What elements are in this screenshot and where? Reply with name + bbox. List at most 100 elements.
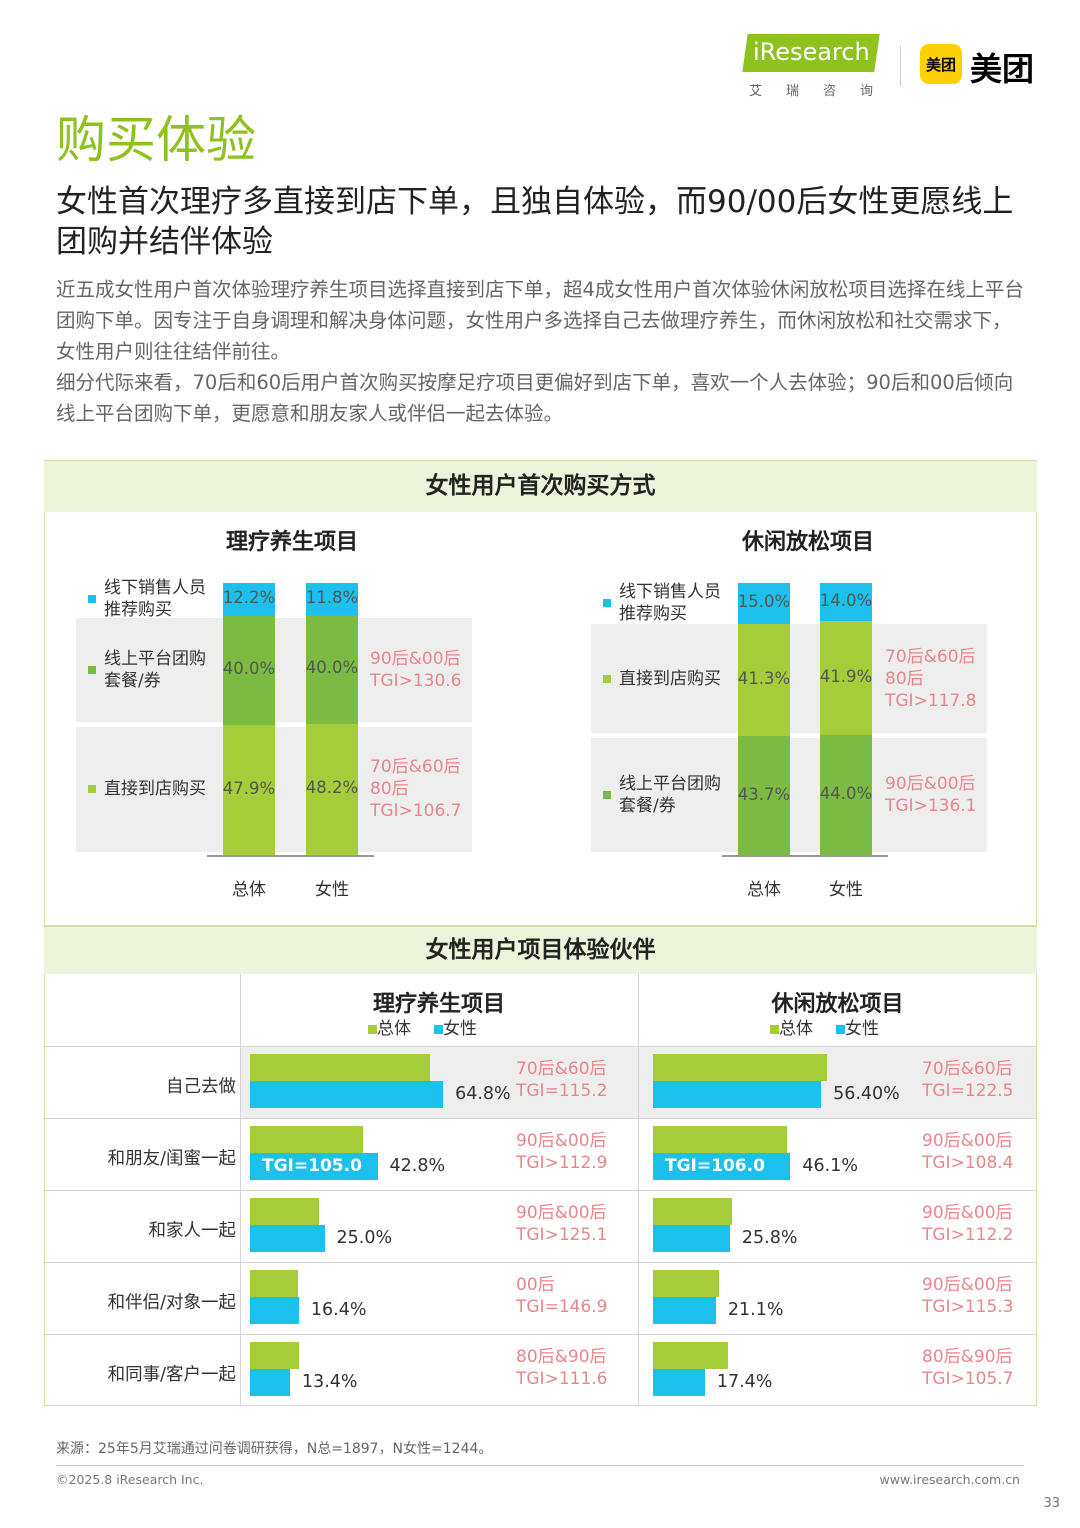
- bar-female: [653, 1369, 705, 1396]
- tgi-line: TGI>112.9: [516, 1153, 608, 1173]
- table-header-leisure: 休闲放松项目: [771, 992, 904, 1017]
- source-note: 来源：25年5月艾瑞通过问卷调研获得，N总=1897，N女性=1244。: [56, 1441, 493, 1457]
- tgi-line: 90后&00后: [516, 1203, 607, 1223]
- intro-paragraph-2: 细分代际来看，70后和60后用户首次购买按摩足疗项目更偏好到店下单，喜欢一个人去…: [56, 371, 1014, 425]
- intro-paragraph-1: 近五成女性用户首次体验理疗养生项目选择直接到店下单，超4成女性用户首次体验休闲放…: [56, 278, 1024, 363]
- legend-line: 套餐/券: [619, 796, 676, 817]
- legend-total: 总体: [368, 1018, 411, 1040]
- row-label: 和伴侣/对象一起: [107, 1293, 236, 1313]
- legend-swatch: [88, 785, 96, 794]
- bar-total: [250, 1126, 364, 1153]
- x-tick-label: 总体: [747, 880, 781, 900]
- tgi-annotation: 80后&90后 TGI>111.6: [516, 1346, 607, 1390]
- tgi-line: TGI>108.4: [922, 1153, 1014, 1173]
- iresearch-logo-text: iResearch: [753, 38, 870, 66]
- data-label: 42.8%: [389, 1156, 446, 1176]
- legend-line: 推荐购买: [619, 604, 687, 625]
- bar-total: [653, 1198, 732, 1225]
- tgi-line: 90后&00后: [922, 1203, 1013, 1223]
- legend-total-label: 总体: [377, 1019, 411, 1039]
- bar-inner-label: TGI=105.0: [262, 1156, 362, 1176]
- bar-female: [250, 1225, 325, 1252]
- row-divider: [44, 1118, 1037, 1119]
- bar-total: [653, 1126, 788, 1153]
- bar-segment: [820, 621, 872, 736]
- legend-label: 线上平台团购 套餐/券: [619, 773, 721, 817]
- legend-female-label: 女性: [443, 1019, 477, 1039]
- legend-swatch: [88, 595, 96, 604]
- tgi-annotation: 80后&90后 TGI>105.7: [922, 1346, 1013, 1390]
- logo-divider: [900, 46, 901, 86]
- tgi-line: 70后&60后: [370, 757, 461, 778]
- tgi-annotation: 90后&00后 TGI>112.9: [516, 1130, 607, 1174]
- row-label: 自己去做: [166, 1077, 236, 1097]
- bar-segment: [223, 582, 275, 616]
- tgi-line: TGI>125.1: [516, 1225, 608, 1245]
- data-label: 56.40%: [833, 1084, 900, 1104]
- website: www.iresearch.com.cn: [879, 1472, 1021, 1487]
- legend-swatch: [603, 674, 611, 683]
- bar-segment: [738, 583, 790, 624]
- tgi-line: TGI>111.6: [516, 1369, 608, 1389]
- tgi-line: 70后&60后: [922, 1059, 1013, 1079]
- tgi-annotation: 70后&60后 80后 TGI>117.8: [885, 646, 976, 712]
- table-header-therapy: 理疗养生项目: [372, 992, 505, 1017]
- chart-title: 理疗养生项目: [225, 530, 358, 555]
- legend-total: 总体: [770, 1018, 813, 1040]
- tgi-annotation: 90后&00后 TGI>108.4: [922, 1130, 1013, 1174]
- legend-female: 女性: [434, 1018, 477, 1040]
- section2-panel: [44, 926, 1037, 1406]
- tgi-annotation: 70后&60后 TGI=122.5: [922, 1058, 1013, 1102]
- page-title: 购买体验: [56, 111, 256, 169]
- data-label: 40.0%: [305, 658, 359, 678]
- bar-segment: [820, 583, 872, 622]
- tgi-annotation: 70后&60后 TGI=115.2: [516, 1058, 607, 1102]
- iresearch-logo-subtitle: 艾瑞咨询: [749, 84, 898, 99]
- tgi-line: TGI>106.7: [370, 801, 462, 822]
- tgi-annotation: 70后&60后 80后 TGI>106.7: [370, 756, 461, 822]
- bar-segment: [223, 615, 275, 725]
- tgi-annotation: 90后&00后 TGI>115.3: [922, 1274, 1013, 1318]
- tgi-line: 90后&00后: [922, 1131, 1013, 1151]
- tgi-line: 80后: [370, 779, 409, 800]
- headline: 女性首次理疗多直接到店下单，且独自体验，而90/00后女性更愿线上团购并结伴体验: [56, 184, 1014, 260]
- bar-segment: [223, 724, 275, 855]
- data-label: 48.2%: [305, 778, 359, 798]
- legend-female: 女性: [836, 1018, 879, 1040]
- meituan-logo-badge: 美团: [920, 44, 962, 84]
- bar-total: [653, 1342, 728, 1369]
- data-label: 13.4%: [301, 1372, 358, 1392]
- legend-line: 推荐购买: [104, 600, 172, 621]
- legend-swatch: [603, 791, 611, 800]
- tgi-line: 90后&00后: [885, 774, 976, 795]
- legend-line: 直接到店购买: [619, 668, 721, 689]
- data-label: 40.0%: [222, 659, 276, 679]
- data-label: 25.0%: [336, 1228, 393, 1248]
- row-label: 和朋友/闺蜜一起: [107, 1149, 236, 1169]
- legend-line: 套餐/券: [104, 670, 161, 691]
- data-label: 12.2%: [222, 588, 276, 608]
- x-tick-label: 总体: [232, 880, 266, 900]
- bar-segment: [306, 583, 358, 616]
- legend-total-label: 总体: [779, 1019, 813, 1039]
- tgi-line: TGI>115.3: [922, 1297, 1014, 1317]
- data-label: 41.3%: [737, 668, 791, 688]
- chart-title: 休闲放松项目: [741, 530, 874, 555]
- data-label: 46.1%: [802, 1156, 858, 1176]
- tgi-line: TGI>130.6: [370, 670, 462, 691]
- bar-total: [250, 1054, 431, 1081]
- meituan-logo-text: 美团: [970, 50, 1035, 88]
- tgi-line: 80后: [885, 668, 924, 689]
- tgi-line: 80后&90后: [922, 1347, 1013, 1367]
- bar-total: [653, 1270, 719, 1297]
- legend-female-label: 女性: [845, 1019, 879, 1039]
- bar-female: [250, 1369, 290, 1396]
- legend-line: 线上平台团购: [104, 648, 206, 669]
- tgi-annotation: 90后&00后 TGI>125.1: [516, 1202, 607, 1246]
- legend-swatch: [603, 599, 611, 608]
- legend-line: 直接到店购买: [104, 779, 206, 800]
- tgi-line: 70后&60后: [516, 1059, 607, 1079]
- tgi-line: 90后&00后: [516, 1131, 607, 1151]
- bar-segment: [306, 723, 358, 855]
- bar-total: [250, 1198, 319, 1225]
